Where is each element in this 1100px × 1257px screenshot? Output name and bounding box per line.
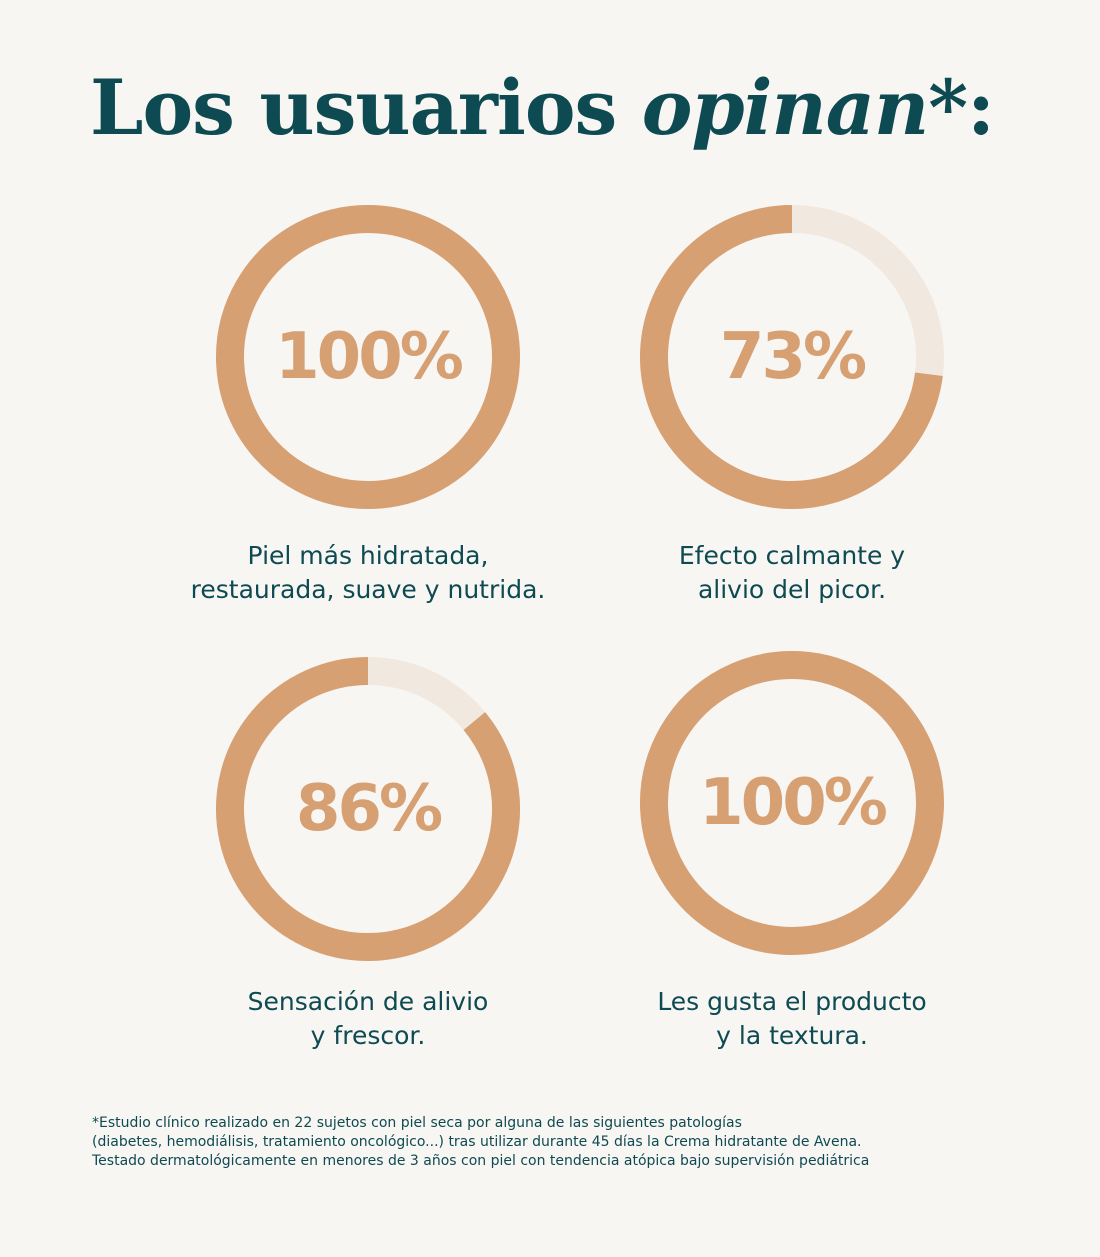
stat-caption: Sensación de alivio y frescor. — [148, 985, 588, 1053]
percent-label: 100% — [699, 766, 887, 840]
caption-line: Sensación de alivio — [247, 987, 489, 1016]
caption-line: y frescor. — [310, 1021, 426, 1050]
caption-line: alivio del picor. — [697, 575, 887, 604]
caption-line: Piel más hidratada, — [247, 541, 489, 570]
footnote-line: (diabetes, hemodiálisis, tratamiento onc… — [92, 1134, 862, 1150]
percent-label: 86% — [296, 772, 442, 846]
percent-label: 100% — [275, 320, 463, 394]
donut-chart: 100% — [216, 205, 520, 509]
caption-line: restaurada, suave y nutrida. — [190, 575, 546, 604]
ring-value-arc — [640, 651, 944, 955]
stat-caption: Les gusta el producto y la textura. — [572, 985, 1012, 1053]
donut-chart: 86% — [216, 657, 520, 961]
footnote-line: Testado dermatológicamente en menores de… — [92, 1153, 870, 1169]
percent-label: 73% — [720, 320, 866, 394]
footnote: *Estudio clínico realizado en 22 sujetos… — [92, 1114, 869, 1171]
ring-value-arc — [640, 205, 943, 509]
donut-chart: 100% — [640, 651, 944, 955]
stat-caption: Efecto calmante y alivio del picor. — [572, 539, 1012, 607]
stat-caption: Piel más hidratada, restaurada, suave y … — [148, 539, 588, 607]
caption-line: Les gusta el producto — [657, 987, 927, 1016]
page-title: Los usuarios opinan*: — [90, 60, 995, 156]
title-emphasis: opinan — [641, 63, 929, 152]
caption-line: Efecto calmante y — [678, 541, 906, 570]
ring-value-arc — [216, 657, 520, 961]
caption-line: y la textura. — [716, 1021, 868, 1050]
ring-value-arc — [216, 205, 520, 509]
title-suffix: *: — [928, 63, 995, 152]
donut-chart: 73% — [640, 205, 944, 509]
footnote-line: *Estudio clínico realizado en 22 sujetos… — [92, 1115, 742, 1131]
title-text: Los usuarios — [90, 63, 642, 152]
